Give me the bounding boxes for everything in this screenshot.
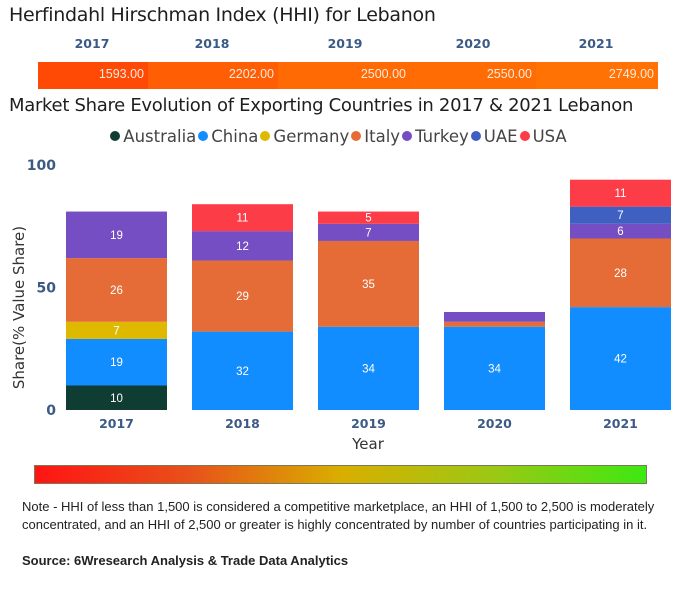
hhi-cell-2018: 2202.00 [148, 62, 278, 89]
legend-dot-icon [470, 131, 481, 141]
hhi-value-2021: 2749.00 [608, 67, 654, 81]
bar-segment-italy-2017[interactable] [66, 258, 167, 322]
hhi-year-headers: 2017 2018 2019 2020 2021 [0, 36, 677, 54]
legend-dot-icon [519, 131, 530, 141]
bar-segment-turkey-2019[interactable] [318, 223, 419, 241]
bar-segment-china-2018[interactable] [192, 331, 293, 410]
bar-segment-germany-2017[interactable] [66, 321, 167, 339]
hhi-note: Note - HHI of less than 1,500 is conside… [22, 499, 655, 532]
bar-segment-italy-2020[interactable] [444, 321, 545, 327]
legend-item-australia[interactable]: Australia [110, 127, 196, 146]
bar-segment-china-2020[interactable] [444, 326, 545, 410]
bar-segment-italy-2018[interactable] [192, 260, 293, 332]
legend-dot-icon [198, 131, 209, 141]
hhi-cell-2021: 2749.00 [536, 62, 658, 89]
hhi-year-2019: 2019 [327, 36, 363, 51]
data-label: 7 [617, 210, 623, 222]
bar-segment-turkey-2017[interactable] [66, 211, 167, 259]
bar-segment-turkey-2020[interactable] [444, 312, 545, 322]
data-label: 34 [488, 363, 501, 375]
x-tick-label: 2018 [225, 416, 260, 431]
y-tick-label: 50 [37, 281, 57, 297]
legend-item-uae[interactable]: UAE [470, 127, 518, 146]
data-label: 34 [362, 363, 375, 375]
concentration-scale-bar [34, 465, 647, 484]
data-label: 19 [110, 357, 123, 369]
data-label: 7 [365, 227, 371, 239]
bar-segment-uae-2021[interactable] [570, 206, 671, 224]
data-label: 12 [236, 241, 249, 253]
legend-item-usa[interactable]: USA [519, 127, 567, 146]
data-label: 28 [614, 268, 627, 280]
x-axis-label: Year [351, 435, 385, 453]
chart-title: Market Share Evolution of Exporting Coun… [9, 95, 634, 116]
hhi-cell-2020: 2550.00 [410, 62, 536, 89]
data-label: 6 [617, 226, 623, 238]
stacked-bar-chart: 0 50 100 Share(% Value Share) 10 19 7 26 19 2017 3… [10, 158, 671, 453]
bar-segment-china-2019[interactable] [318, 326, 419, 410]
legend-label: Turkey [415, 127, 469, 146]
legend-item-germany[interactable]: Germany [260, 127, 349, 146]
legend-label: Australia [123, 127, 197, 146]
legend-dot-icon [260, 131, 271, 141]
bar-segment-italy-2019[interactable] [318, 240, 419, 327]
bar-segment-turkey-2021[interactable] [570, 223, 671, 239]
hhi-value-2020: 2550.00 [486, 67, 532, 81]
bar-segment-usa-2018[interactable] [192, 204, 293, 232]
x-tick-label: 2020 [477, 416, 512, 431]
y-tick-label: 100 [27, 158, 56, 174]
x-tick-label: 2019 [351, 416, 386, 431]
data-label: 32 [236, 366, 249, 378]
hhi-cell-2017: 1593.00 [38, 62, 148, 89]
hhi-year-2017: 2017 [74, 36, 110, 51]
bar-segment-china-2017[interactable] [66, 338, 167, 386]
legend-label: UAE [483, 127, 518, 146]
x-tick-label: 2021 [603, 416, 638, 431]
x-tick-label: 2017 [99, 416, 134, 431]
bar-segment-usa-2021[interactable] [570, 179, 671, 207]
chart-legend: Australia China Germany Italy Turkey UAE USA [0, 127, 677, 146]
data-label: 7 [113, 325, 119, 337]
data-label: 42 [614, 354, 627, 366]
hhi-year-2018: 2018 [194, 36, 230, 51]
y-axis-label: Share(% Value Share) [10, 226, 28, 389]
legend-label: Italy [364, 127, 401, 146]
bar-segment-usa-2019[interactable] [318, 211, 419, 224]
legend-dot-icon [110, 131, 121, 141]
data-label: 11 [615, 188, 627, 200]
legend-label: USA [532, 127, 567, 146]
hhi-cell-2019: 2500.00 [278, 62, 410, 89]
source-text: Source: 6Wresearch Analysis & Trade Data… [22, 553, 349, 568]
data-label: 11 [237, 213, 249, 225]
hhi-value-bar: 1593.00 2202.00 2500.00 2550.00 2749.00 [38, 62, 658, 89]
bar-segment-turkey-2018[interactable] [192, 231, 293, 261]
bar-segment-italy-2021[interactable] [570, 238, 671, 308]
legend-item-italy[interactable]: Italy [351, 127, 400, 146]
data-label: 5 [365, 213, 371, 225]
legend-item-china[interactable]: China [198, 127, 258, 146]
legend-label: China [211, 127, 259, 146]
hhi-year-2021: 2021 [578, 36, 614, 51]
data-label: 26 [110, 285, 123, 297]
bar-segment-china-2021[interactable] [570, 307, 671, 410]
legend-item-turkey[interactable]: Turkey [402, 127, 469, 146]
data-label: 35 [362, 279, 375, 291]
hhi-year-2020: 2020 [455, 36, 491, 51]
legend-dot-icon [402, 131, 413, 141]
hhi-title: Herfindahl Hirschman Index (HHI) for Leb… [9, 4, 436, 26]
data-label: 19 [110, 230, 123, 242]
hhi-value-2018: 2202.00 [228, 67, 274, 81]
legend-dot-icon [351, 131, 362, 141]
bar-segment-australia-2017[interactable] [66, 385, 167, 411]
y-tick-label: 0 [46, 403, 56, 419]
data-label: 10 [110, 393, 123, 405]
data-label: 29 [236, 291, 249, 303]
hhi-value-2019: 2500.00 [360, 67, 406, 81]
legend-label: Germany [273, 127, 350, 146]
hhi-value-2017: 1593.00 [98, 67, 144, 81]
